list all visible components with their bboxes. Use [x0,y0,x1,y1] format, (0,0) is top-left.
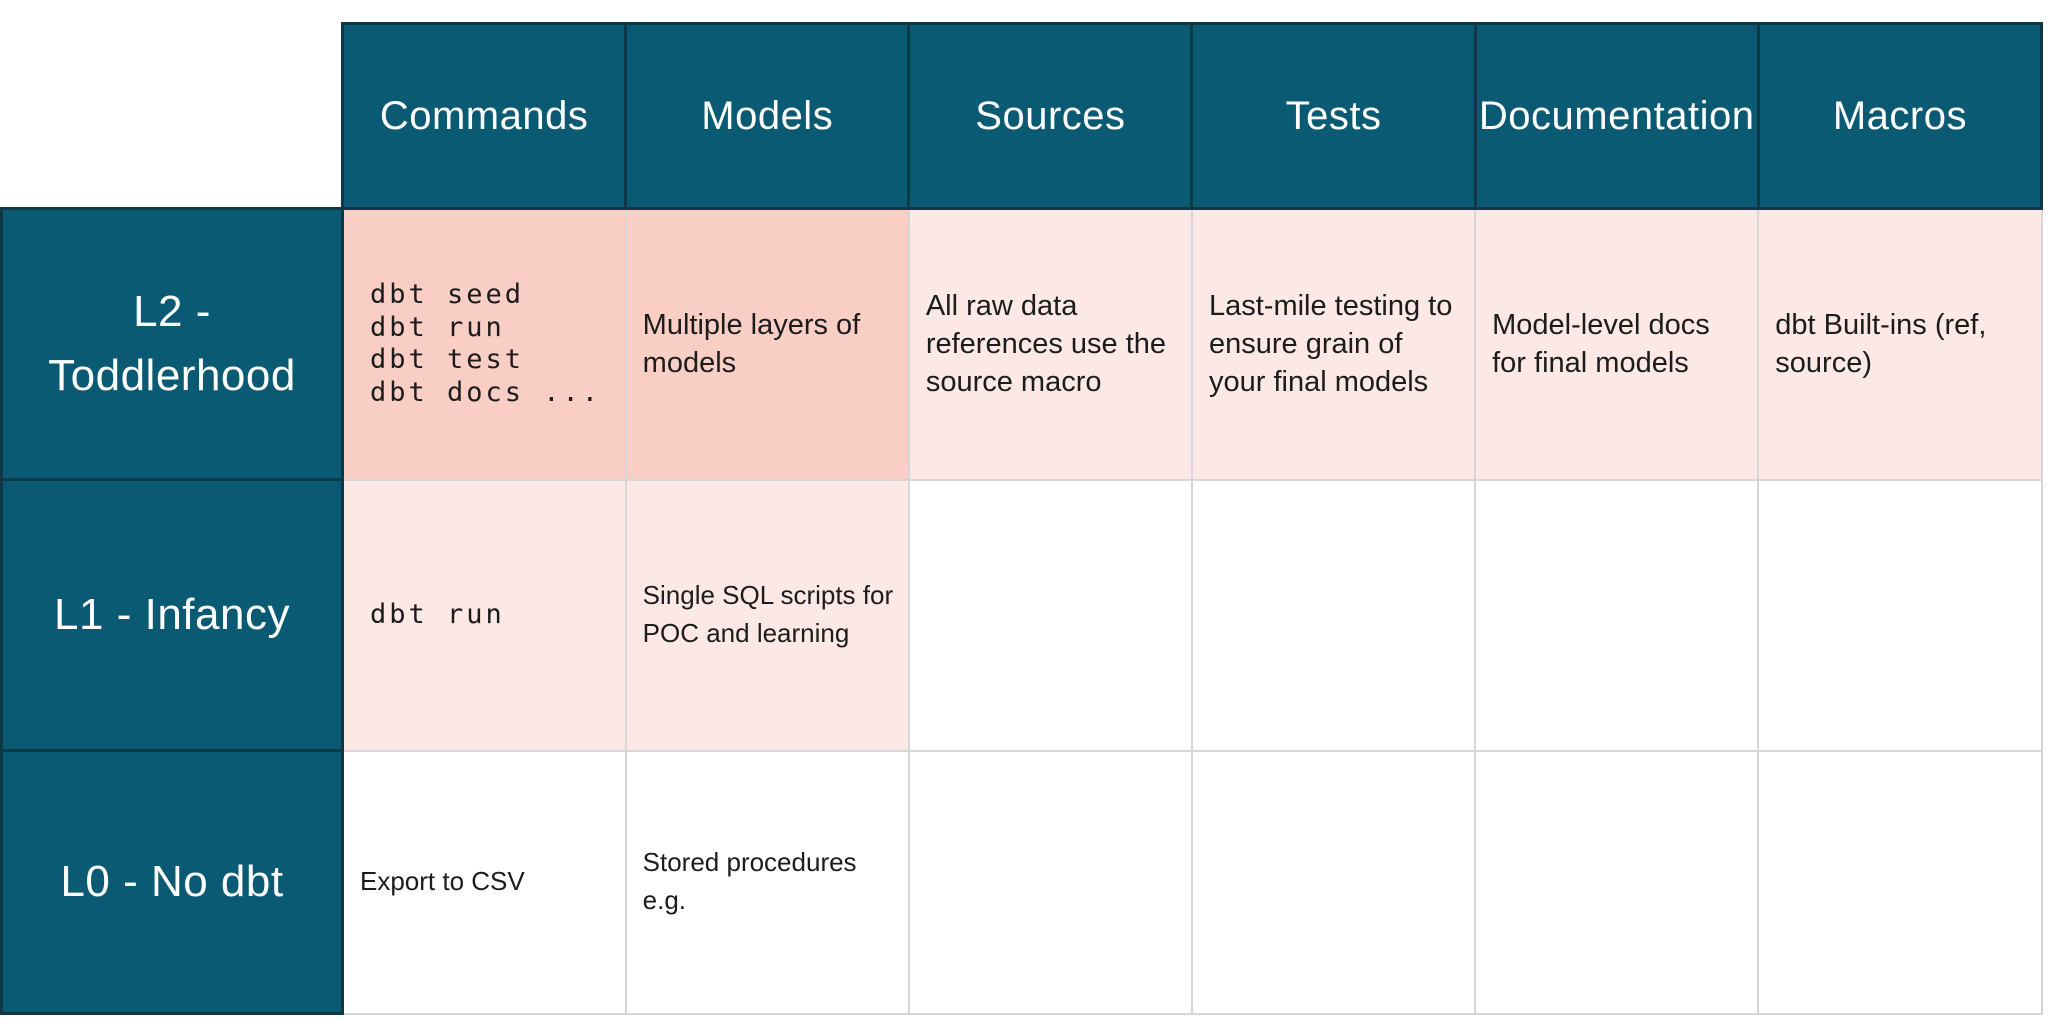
cell-l2-models: Multiple layers of models [624,207,910,481]
corner-cell [1,23,343,209]
cell-l0-commands: Export to CSV [341,749,627,1015]
cell-l1-sources-empty [907,478,1193,752]
row-header-l0-no-dbt: L0 - No dbt [0,749,344,1015]
table-row-l0: L0 - No dbt Export to CSV Stored procedu… [0,749,2043,1015]
cell-l2-macros: dbt Built-ins (ref, source) [1757,207,2043,481]
cell-l0-sources-empty [907,749,1193,1015]
table-row-l2: L2 - Toddlerhood dbt seed dbt run dbt te… [0,207,2043,481]
column-header-commands: Commands [340,22,628,210]
cell-l0-tests-empty [1190,749,1477,1015]
dbt-maturity-table: Commands Models Sources Tests Documentat… [0,22,2044,1015]
cell-l1-tests-empty [1190,478,1477,752]
cell-l1-macros-empty [1757,478,2043,752]
row-header-l2-toddlerhood: L2 - Toddlerhood [0,207,344,481]
cell-l0-models: Stored procedures e.g. [624,749,910,1015]
table-row-l1: L1 - Infancy dbt run Single SQL scripts … [0,478,2043,752]
column-header-macros: Macros [1756,22,2044,210]
column-header-row: Commands Models Sources Tests Documentat… [1,22,2044,210]
row-header-l1-infancy: L1 - Infancy [0,478,344,752]
column-header-sources: Sources [907,22,1194,210]
cell-l1-commands: dbt run [341,478,627,752]
cell-l1-documentation-empty [1474,478,1760,752]
cell-l2-tests: Last-mile testing to ensure grain of you… [1190,207,1477,481]
cell-l0-documentation-empty [1474,749,1760,1015]
cell-l2-documentation: Model-level docs for final models [1474,207,1760,481]
cell-l2-sources: All raw data references use the source m… [907,207,1193,481]
cell-l1-models: Single SQL scripts for POC and learning [624,478,910,752]
cell-l0-macros-empty [1757,749,2043,1015]
column-header-documentation: Documentation [1473,22,1760,210]
column-header-tests: Tests [1190,22,1477,210]
cell-l2-commands: dbt seed dbt run dbt test dbt docs ... [341,207,627,481]
column-header-models: Models [624,22,911,210]
